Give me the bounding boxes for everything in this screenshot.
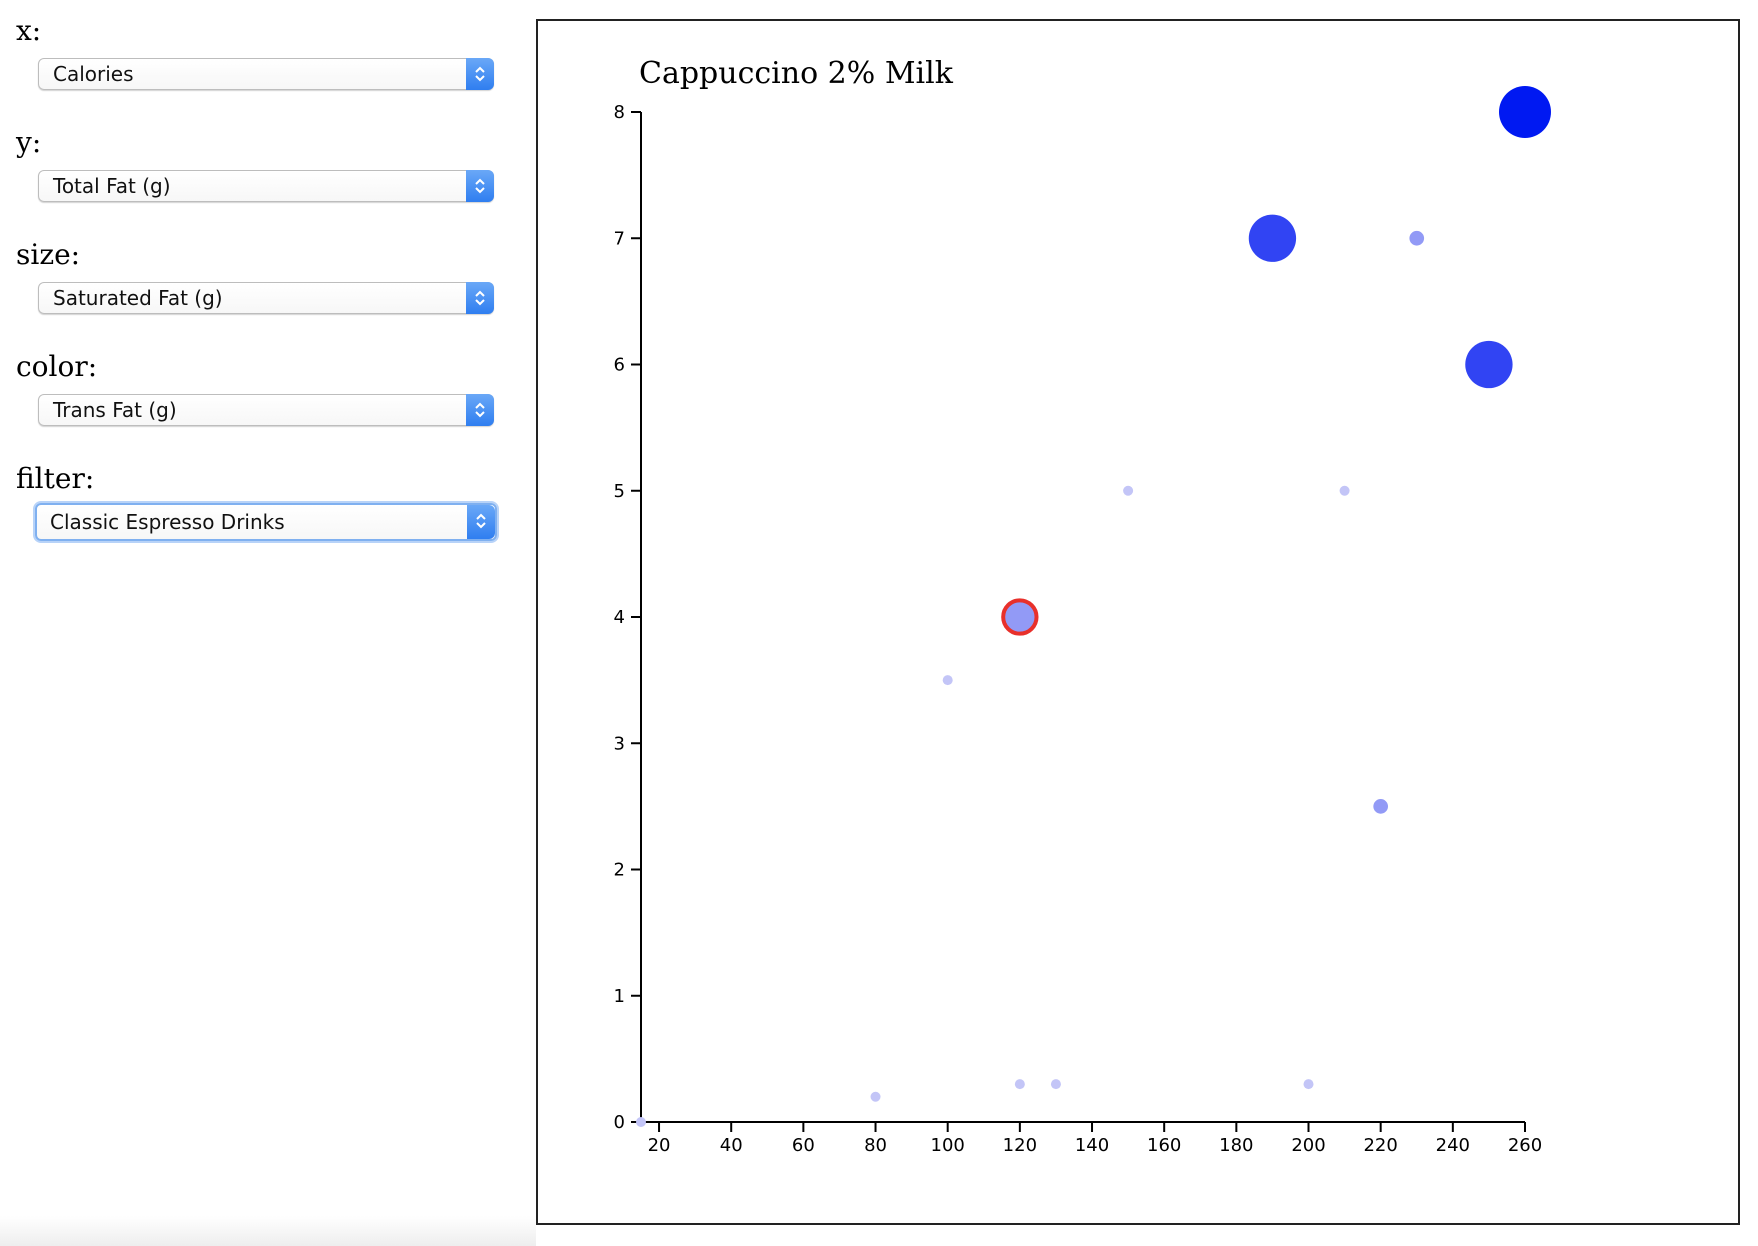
y-tick-label: 7 bbox=[614, 228, 625, 249]
filter-select-value: Classic Espresso Drinks bbox=[50, 510, 285, 534]
color-label: color: bbox=[16, 350, 98, 383]
chevron-updown-icon bbox=[466, 282, 494, 314]
chevron-updown-icon bbox=[466, 170, 494, 202]
data-point[interactable] bbox=[1303, 1079, 1314, 1090]
chevron-updown-icon bbox=[467, 505, 495, 539]
x-tick-label: 60 bbox=[792, 1135, 815, 1156]
size-control: size: Saturated Fat (g) bbox=[16, 240, 496, 352]
data-point[interactable] bbox=[1014, 1079, 1025, 1090]
y-select[interactable]: Total Fat (g) bbox=[38, 170, 494, 202]
x-tick-label: 80 bbox=[864, 1135, 887, 1156]
x-tick-label: 100 bbox=[931, 1135, 965, 1156]
x-tick-label: 240 bbox=[1436, 1135, 1470, 1156]
x-tick-label: 120 bbox=[1003, 1135, 1037, 1156]
x-label: x: bbox=[16, 14, 42, 47]
y-tick-label: 2 bbox=[614, 860, 625, 881]
x-tick-label: 20 bbox=[648, 1135, 671, 1156]
data-point[interactable] bbox=[1409, 230, 1425, 246]
y-tick-label: 0 bbox=[614, 1112, 625, 1133]
y-select-value: Total Fat (g) bbox=[53, 174, 171, 198]
x-tick-label: 260 bbox=[1508, 1135, 1542, 1156]
color-select[interactable]: Trans Fat (g) bbox=[38, 394, 494, 426]
x-tick-label: 180 bbox=[1219, 1135, 1253, 1156]
data-point[interactable] bbox=[1050, 1079, 1061, 1090]
y-tick-label: 8 bbox=[614, 102, 625, 123]
y-tick-label: 5 bbox=[614, 481, 625, 502]
data-point[interactable] bbox=[1373, 799, 1389, 814]
axes: 20 40 60 80 100 120 140 160 180 200 220 240 260 0 1 2 3 4… bbox=[614, 102, 1543, 1156]
size-select[interactable]: Saturated Fat (g) bbox=[38, 282, 494, 314]
scatter-chart: Cappuccino 2% Milk 20 40 60 80 100 120 140 160 1… bbox=[614, 56, 1551, 1156]
chevron-updown-icon bbox=[466, 58, 494, 90]
data-point[interactable] bbox=[1248, 214, 1297, 262]
y-label: y: bbox=[16, 126, 42, 159]
filter-select[interactable]: Classic Espresso Drinks bbox=[35, 503, 497, 541]
filter-control: filter: Classic Espresso Drinks bbox=[16, 462, 497, 576]
x-select[interactable]: Calories bbox=[38, 58, 494, 90]
x-tick-label: 40 bbox=[720, 1135, 743, 1156]
size-label: size: bbox=[16, 238, 81, 271]
x-tick-label: 160 bbox=[1147, 1135, 1181, 1156]
chart-frame: Cappuccino 2% Milk 20 40 60 80 100 120 140 160 1… bbox=[536, 19, 1740, 1225]
data-point[interactable] bbox=[1499, 86, 1551, 138]
x-tick-label: 200 bbox=[1291, 1135, 1325, 1156]
y-tick-label: 3 bbox=[614, 733, 625, 754]
data-point[interactable] bbox=[1123, 485, 1134, 496]
chart-title: Cappuccino 2% Milk bbox=[639, 56, 954, 91]
y-tick-label: 1 bbox=[614, 986, 625, 1007]
x-tick-label: 140 bbox=[1075, 1135, 1109, 1156]
color-control: color: Trans Fat (g) bbox=[16, 352, 496, 464]
data-point[interactable] bbox=[1465, 340, 1513, 389]
size-select-value: Saturated Fat (g) bbox=[53, 286, 223, 310]
highlighted-point[interactable] bbox=[1001, 598, 1039, 636]
x-control: x: Calories bbox=[16, 16, 496, 128]
data-point[interactable] bbox=[870, 1091, 881, 1102]
color-select-value: Trans Fat (g) bbox=[53, 398, 177, 422]
x-select-value: Calories bbox=[53, 62, 134, 86]
y-tick-label: 4 bbox=[614, 607, 625, 628]
controls-panel: x: Calories y: Total Fat (g) size: Satur… bbox=[16, 16, 497, 576]
x-tick-label: 220 bbox=[1363, 1135, 1397, 1156]
y-control: y: Total Fat (g) bbox=[16, 128, 496, 240]
bottom-shade bbox=[0, 1216, 536, 1246]
data-point[interactable] bbox=[942, 675, 953, 686]
data-point[interactable] bbox=[1339, 485, 1350, 496]
chevron-updown-icon bbox=[466, 394, 494, 426]
data-point[interactable] bbox=[636, 1117, 646, 1127]
filter-label: filter: bbox=[16, 462, 95, 495]
y-tick-label: 6 bbox=[614, 355, 625, 376]
points-layer bbox=[636, 86, 1551, 1127]
